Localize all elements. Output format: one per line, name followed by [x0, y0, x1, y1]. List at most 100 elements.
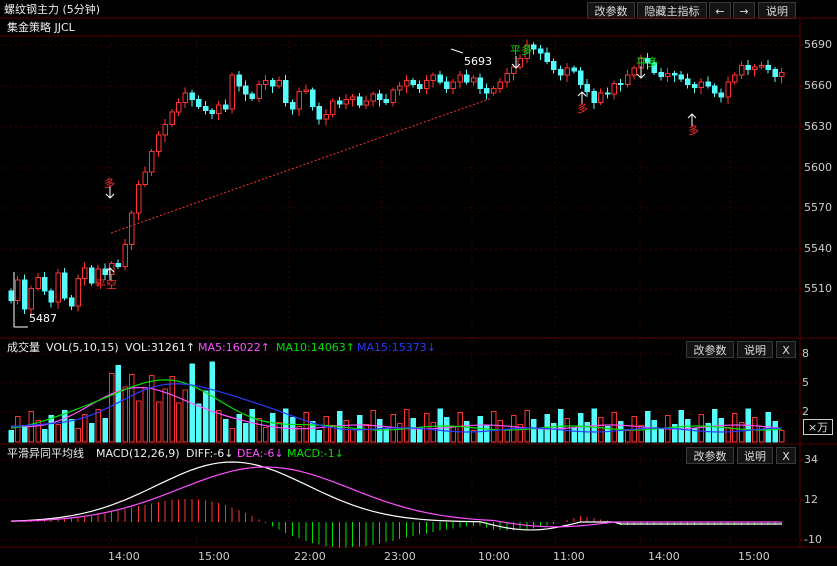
time-tick: 15:00 [198, 550, 230, 563]
candle-body [249, 93, 256, 99]
volume-bar [209, 361, 215, 443]
candle-body [584, 84, 591, 92]
vol-ma10-value: MA10:14063↑ [276, 341, 355, 354]
volume-bar [169, 375, 175, 443]
main-params-button[interactable]: 改参数 [587, 2, 635, 19]
candle-body [725, 81, 731, 98]
candle-body [142, 171, 148, 185]
candle-body [578, 70, 584, 86]
volume-bar [323, 416, 329, 443]
volume-bar [155, 401, 162, 443]
candle-body [557, 69, 564, 76]
candle-body [363, 100, 370, 106]
volume-bar [658, 428, 664, 443]
volume-close-button[interactable]: X [776, 341, 796, 358]
volume-bar [524, 410, 530, 443]
volume-bar [725, 426, 731, 443]
macd-value: MACD:-1↓ [287, 447, 344, 460]
volume-bar [477, 416, 483, 443]
macd-tick: 34 [804, 453, 818, 466]
volume-bar [651, 419, 658, 443]
volume-bar [718, 418, 725, 443]
signal-arrow [105, 267, 115, 273]
candle-body [745, 65, 751, 71]
chart-title: 螺纹钢主力 (5分钟) [4, 3, 101, 16]
price-tick: 5570 [804, 201, 832, 214]
volume-bar [289, 417, 296, 443]
candle-body [289, 101, 296, 110]
candle-body [21, 279, 28, 310]
candle-body [397, 85, 403, 91]
time-tick: 14:00 [108, 550, 140, 563]
macd-diff-line [10, 461, 782, 531]
candle-body [350, 96, 356, 101]
macd-dea-line [10, 466, 782, 528]
high-price-label: 5693 [464, 55, 492, 68]
arrow-left-button[interactable]: ← [709, 2, 731, 19]
candle-body [42, 276, 48, 292]
candle-body [162, 123, 169, 136]
candle-body [524, 44, 530, 60]
volume-bar [283, 408, 289, 443]
candle-body [497, 81, 504, 90]
volume-bar [149, 375, 155, 443]
candle-body [8, 290, 14, 302]
macd-close-button[interactable]: X [776, 447, 796, 464]
macd-help-button[interactable]: 说明 [737, 447, 773, 464]
volume-indicator: VOL(5,10,15) [46, 341, 119, 354]
candle-body [75, 278, 81, 307]
candle-body [356, 96, 363, 106]
candle-body [169, 111, 175, 125]
candle-body [765, 65, 772, 71]
volume-help-button[interactable]: 说明 [737, 341, 773, 358]
low-price-label: 5487 [29, 312, 57, 325]
volume-tick: 2 [802, 405, 809, 418]
candle-body [564, 67, 571, 76]
high-marker [450, 48, 464, 54]
candle-body [189, 92, 195, 101]
candle-body [135, 183, 142, 214]
time-tick: 11:00 [553, 550, 585, 563]
candle-body [611, 82, 617, 95]
volume-bar [176, 402, 182, 443]
volume-params-button[interactable]: 改参数 [686, 341, 734, 358]
candle-body [269, 80, 276, 87]
macd-params-button[interactable]: 改参数 [686, 447, 734, 464]
signal-long-label: 多 [577, 102, 588, 115]
volume-bar [196, 403, 202, 443]
candle-body [236, 74, 242, 87]
candle-body [35, 276, 41, 289]
candle-body [631, 67, 638, 76]
volume-bar [437, 408, 443, 443]
candle-body [196, 99, 202, 107]
candle-body [517, 58, 524, 68]
candle-body [68, 297, 75, 307]
candle-body [330, 100, 336, 116]
volume-bar [249, 409, 256, 443]
signal-close-short-label: 平空 [95, 278, 117, 291]
volume-bar [685, 419, 691, 443]
signal-arrow [636, 73, 646, 79]
volume-bar [182, 389, 189, 443]
hide-indicator-button[interactable]: 隐藏主指标 [637, 2, 707, 19]
price-tick: 5540 [804, 242, 832, 255]
candle-body [551, 60, 557, 71]
volume-bar [276, 421, 282, 443]
candle-body [149, 151, 155, 173]
candle-body [665, 73, 671, 77]
volume-bar [236, 414, 242, 443]
volume-bar [343, 419, 349, 443]
candle-body [705, 81, 711, 87]
candle-body [88, 267, 95, 284]
candle-body [48, 290, 55, 303]
candle-body [752, 66, 758, 71]
candle-body [738, 65, 745, 76]
candle-body [712, 85, 718, 94]
volume-bar [202, 390, 209, 443]
macd-diff-value: DIFF:-6↓ [186, 447, 234, 460]
arrow-right-button[interactable]: → [733, 2, 755, 19]
volume-bar [48, 415, 55, 443]
volume-bar [504, 428, 510, 443]
candle-body [303, 89, 309, 92]
candle-body [155, 134, 162, 153]
